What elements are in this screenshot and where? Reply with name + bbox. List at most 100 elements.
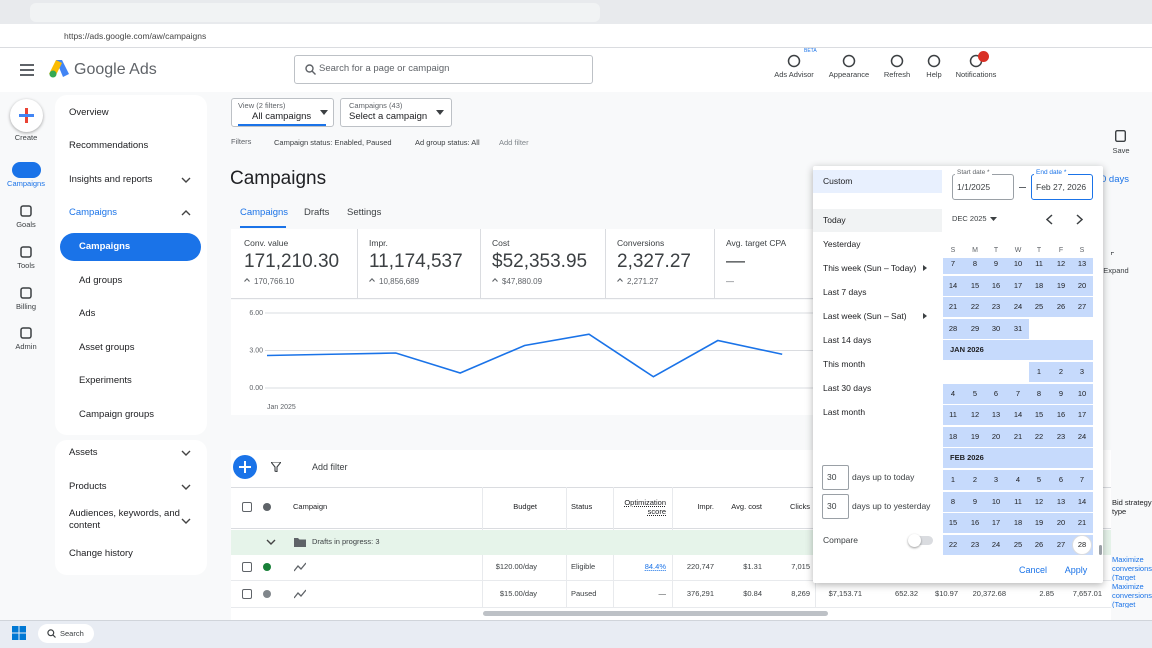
rail-label[interactable]: Billing <box>15 302 37 311</box>
preset-option[interactable]: Last month <box>823 407 866 417</box>
calendar-day[interactable]: 19 <box>970 431 980 441</box>
calendar-day[interactable]: 20 <box>1056 518 1066 528</box>
bid-strategy[interactable]: Maximize conversions (Target CPA) <box>1112 555 1152 581</box>
action-label[interactable]: Ads Advisor <box>774 70 814 79</box>
calendar-day[interactable]: 6 <box>1058 475 1064 484</box>
calendar-day[interactable]: 2 <box>972 475 978 484</box>
calendar-day[interactable]: 28 <box>948 323 958 333</box>
calendar-day[interactable]: 9 <box>993 259 999 268</box>
action-label[interactable]: Help <box>926 70 942 79</box>
nav-item[interactable]: Campaigns <box>79 241 131 252</box>
calendar-day[interactable]: 10 <box>991 496 1001 506</box>
column-header[interactable]: Clicks <box>790 502 810 511</box>
calendar-day[interactable]: 12 <box>1034 496 1044 506</box>
preset-option[interactable]: Today <box>823 215 846 225</box>
filter-chip[interactable]: Ad group status: All <box>415 138 480 147</box>
view-selector[interactable] <box>231 98 334 127</box>
calendar-day[interactable]: 1 <box>1036 367 1042 376</box>
calendar-day[interactable]: 19 <box>1034 518 1044 528</box>
calendar-day[interactable]: 14 <box>948 280 958 290</box>
calendar-day[interactable]: 7 <box>1015 388 1021 398</box>
column-header[interactable]: Impr. <box>697 502 714 511</box>
calendar-day[interactable]: 4 <box>1015 475 1021 484</box>
save-button[interactable]: Save <box>1112 146 1130 155</box>
calendar-day[interactable]: 20 <box>1077 280 1087 290</box>
search-box[interactable] <box>294 55 593 84</box>
calendar-day[interactable]: 16 <box>1056 410 1066 420</box>
calendar-day[interactable]: 6 <box>993 388 999 398</box>
rail-label[interactable]: Goals <box>16 220 36 229</box>
calendar-day[interactable]: 31 <box>1013 323 1023 333</box>
nav-item[interactable]: Ad groups <box>79 275 123 286</box>
calendar-day[interactable]: 16 <box>991 280 1001 290</box>
calendar-day[interactable]: 1 <box>950 475 956 484</box>
column-header[interactable]: Campaign <box>293 502 328 511</box>
metric-label[interactable]: Conv. value <box>244 238 289 248</box>
group-label[interactable]: Drafts in progress: 3 <box>312 537 380 546</box>
calendar-day[interactable]: 3 <box>993 475 999 484</box>
calendar-day[interactable]: 24 <box>1013 302 1023 312</box>
tab[interactable]: Settings <box>347 207 382 218</box>
expand-button[interactable]: Expand <box>1103 266 1129 275</box>
calendar-day[interactable]: 5 <box>972 388 978 398</box>
calendar-day[interactable]: 17 <box>991 518 1001 528</box>
calendar-day[interactable]: 24 <box>1077 431 1087 441</box>
filter-chip[interactable]: Campaign status: Enabled, Paused <box>274 138 392 147</box>
calendar-day[interactable]: 15 <box>948 518 958 528</box>
calendar-day[interactable]: 10 <box>1013 259 1023 268</box>
calendar-day[interactable]: 30 <box>991 323 1001 333</box>
calendar-day[interactable]: 11 <box>949 410 957 420</box>
month-select[interactable]: DEC 2025 <box>952 214 987 223</box>
calendar-day[interactable]: 12 <box>1056 259 1066 268</box>
calendar-day[interactable]: 25 <box>1034 302 1044 312</box>
action-label[interactable]: Notifications <box>955 70 997 79</box>
action-label[interactable]: Refresh <box>883 70 911 79</box>
checkbox[interactable] <box>242 589 252 599</box>
calendar-day[interactable]: 27 <box>1077 302 1087 312</box>
nav-item[interactable]: Audiences, keywords, and content <box>69 508 180 531</box>
calendar-day[interactable]: 18 <box>948 431 958 441</box>
checkbox[interactable] <box>242 502 252 512</box>
bid-strategy[interactable]: Maximize conversions (Target CPA) <box>1112 582 1152 608</box>
calendar-day[interactable]: 17 <box>1013 280 1023 290</box>
nav-item[interactable]: Experiments <box>79 375 132 386</box>
calendar-day[interactable]: 11 <box>1014 496 1022 506</box>
calendar-day[interactable]: 23 <box>991 302 1001 312</box>
tab[interactable]: Campaigns <box>240 207 289 218</box>
days-input[interactable] <box>822 465 849 490</box>
calendar-day[interactable]: 27 <box>1056 539 1066 549</box>
calendar-day[interactable]: 28 <box>1077 539 1087 549</box>
browser-tab[interactable] <box>30 3 600 22</box>
calendar-day[interactable]: 23 <box>1056 431 1066 441</box>
calendar-day[interactable]: 12 <box>970 410 980 420</box>
calendar-day[interactable]: 29 <box>970 323 980 333</box>
metric-label[interactable]: Impr. <box>369 238 388 248</box>
calendar-day[interactable]: 23 <box>970 539 980 549</box>
nav-item[interactable]: Products <box>69 481 107 492</box>
calendar-day[interactable]: 21 <box>948 302 958 312</box>
checkbox[interactable] <box>242 562 252 572</box>
calendar-day[interactable]: 18 <box>1034 280 1044 290</box>
metric-label[interactable]: Avg. target CPA <box>726 238 787 248</box>
calendar-day[interactable]: 20 <box>991 431 1001 441</box>
nav-item[interactable]: Asset groups <box>79 342 135 353</box>
calendar-day[interactable]: 17 <box>1077 410 1087 420</box>
calendar-day[interactable]: 21 <box>1013 431 1023 441</box>
calendar-day[interactable]: 16 <box>970 518 980 528</box>
nav-item[interactable]: Recommendations <box>69 140 149 151</box>
rail-label[interactable]: Tools <box>17 261 35 270</box>
column-header[interactable]: Optimization score <box>624 498 666 516</box>
taskbar-search[interactable] <box>38 624 94 643</box>
calendar-day[interactable]: 8 <box>950 496 956 506</box>
add-filter[interactable]: Add filter <box>499 138 529 147</box>
calendar-day[interactable]: 26 <box>1056 302 1066 312</box>
calendar-day[interactable]: 3 <box>1079 367 1085 376</box>
nav-item[interactable]: Campaign groups <box>79 409 154 420</box>
rail-label[interactable]: Create <box>14 133 38 142</box>
calendar-day[interactable]: 13 <box>1077 259 1087 268</box>
preset-option[interactable]: Yesterday <box>823 239 861 249</box>
url[interactable]: https://ads.google.com/aw/campaigns <box>64 31 207 41</box>
column-header[interactable]: Bid strategy type <box>1112 498 1152 516</box>
column-header[interactable]: Status <box>571 502 593 511</box>
calendar-day[interactable]: 8 <box>972 259 978 268</box>
